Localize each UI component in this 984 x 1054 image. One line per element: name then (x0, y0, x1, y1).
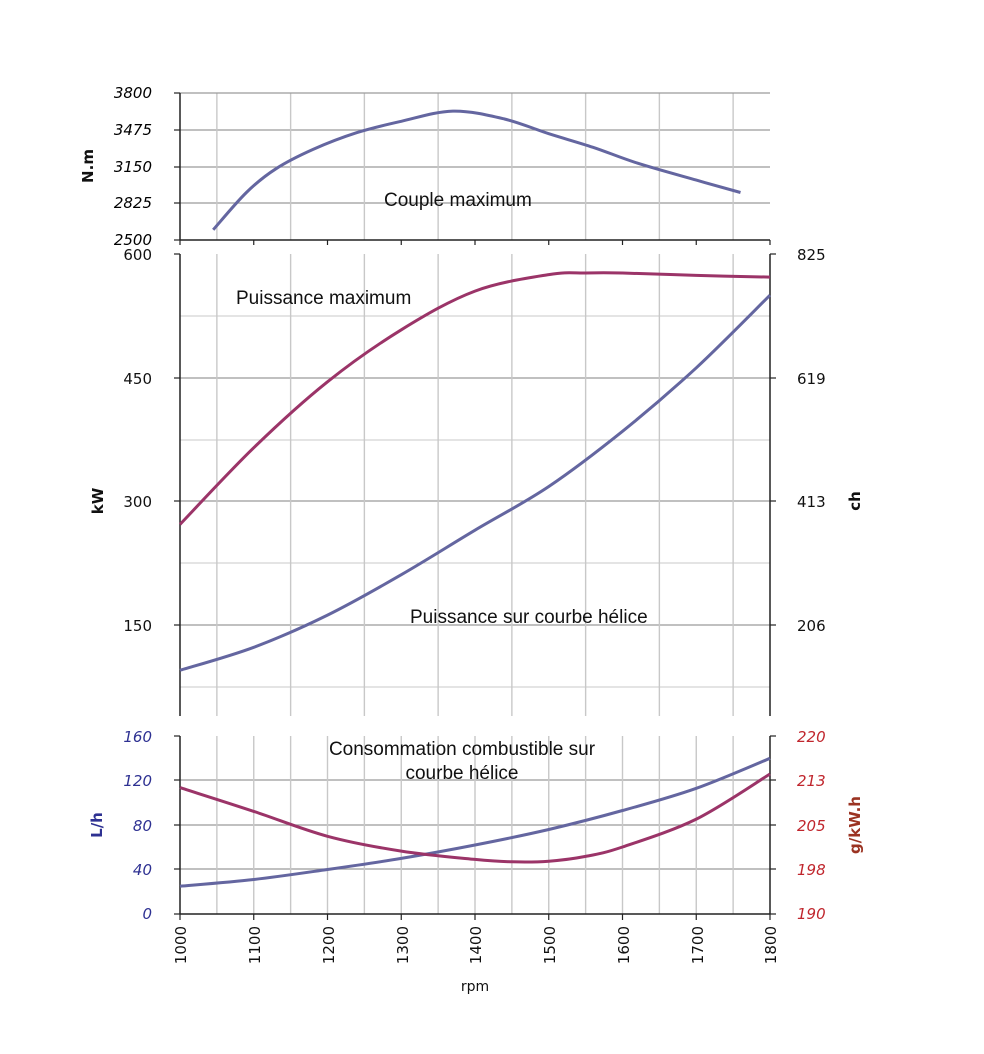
torque-panel: 3800 3475 3150 2825 2500 N.m Couple maxi… (79, 84, 771, 249)
x-tick-labels: 1000 1100 1200 1300 1400 1500 1600 1700 … (172, 926, 780, 964)
xtick-label: 1100 (246, 926, 264, 964)
max-power-line (178, 271, 771, 526)
power-ytick-left: 600 (123, 246, 152, 264)
xtick-label: 1300 (394, 926, 412, 964)
fuel-ytick-left: 160 (123, 728, 152, 746)
xtick-label: 1200 (320, 926, 338, 964)
fuel-y-ticks-left: 160 120 80 40 0 (123, 728, 152, 923)
fuel-annotation-line2: courbe hélice (405, 763, 518, 784)
power-ytick-right: 825 (797, 246, 826, 264)
power-ytick-right: 206 (797, 617, 826, 635)
power-ytick-right: 413 (797, 493, 826, 511)
fuel-grid (174, 735, 776, 920)
torque-grid (174, 92, 771, 245)
fuel-axis-title-right: g/kW.h (846, 796, 864, 854)
xtick-label: 1700 (689, 926, 707, 964)
power-y-ticks-right: 825 619 413 206 (797, 246, 826, 635)
power-ytick-left: 150 (123, 617, 152, 635)
xtick-label: 1400 (467, 926, 485, 964)
power-ytick-left: 300 (123, 493, 152, 511)
fuel-ytick-right: 198 (797, 861, 826, 879)
torque-ytick-label: 2825 (114, 194, 152, 212)
power-y-ticks-left: 600 450 300 150 (123, 246, 152, 635)
power-axis-title-left: kW (89, 487, 107, 514)
torque-ytick-label: 2500 (114, 231, 152, 249)
fuel-ytick-left: 120 (123, 772, 152, 790)
torque-ytick-label: 3800 (114, 84, 152, 102)
power-ytick-right: 619 (797, 370, 826, 388)
torque-lines (212, 109, 741, 231)
propeller-power-annotation: Puissance sur courbe hélice (410, 607, 648, 628)
fuel-ytick-left: 40 (133, 861, 152, 879)
power-ytick-left: 450 (123, 370, 152, 388)
xtick-label: 1500 (541, 926, 559, 964)
max-power-annotation: Puissance maximum (236, 288, 411, 309)
fuel-ytick-right: 190 (797, 905, 826, 923)
x-axis-title: rpm (461, 979, 489, 995)
power-panel: 600 450 300 150 825 619 413 206 kW ch Pu… (89, 246, 864, 716)
fuel-lines (179, 756, 771, 888)
propeller-power-line (179, 294, 772, 672)
fuel-panel: 160 120 80 40 0 220 213 205 198 190 L/h … (88, 728, 864, 995)
power-grid (174, 253, 776, 716)
fuel-axis-title-left: L/h (88, 812, 106, 838)
torque-annotation: Couple maximum (384, 190, 532, 211)
torque-y-ticks: 3800 3475 3150 2825 2500 (114, 84, 152, 249)
fuel-ytick-left: 0 (142, 905, 152, 923)
fuel-ytick-left: 80 (133, 817, 152, 835)
torque-axis-title: N.m (79, 149, 97, 183)
power-axis-title-right: ch (846, 491, 864, 511)
fuel-ytick-right: 213 (797, 772, 826, 790)
fuel-annotation-line1: Consommation combustible sur (329, 739, 596, 760)
xtick-label: 1000 (172, 926, 190, 964)
xtick-label: 1600 (615, 926, 633, 964)
torque-ytick-label: 3475 (114, 121, 152, 139)
fuel-consumption-line (179, 756, 771, 888)
fuel-ytick-right: 205 (797, 817, 826, 835)
torque-ytick-label: 3150 (114, 158, 152, 176)
specific-consumption-line (179, 772, 771, 864)
xtick-label: 1800 (762, 926, 780, 964)
power-lines (178, 271, 772, 672)
torque-line (212, 109, 741, 231)
fuel-y-ticks-right: 220 213 205 198 190 (797, 728, 826, 923)
fuel-ytick-right: 220 (797, 728, 826, 746)
